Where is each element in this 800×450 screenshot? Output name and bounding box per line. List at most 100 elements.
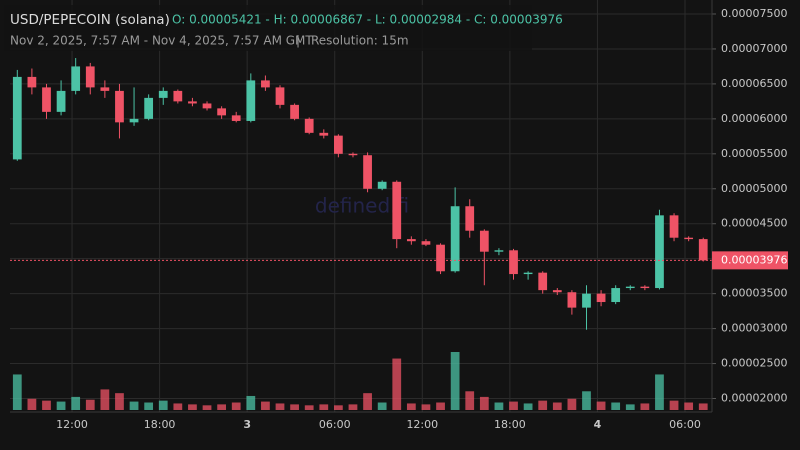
separator: | xyxy=(296,34,300,48)
candle-body xyxy=(377,181,387,189)
candle-body xyxy=(304,118,314,133)
volume-bar xyxy=(246,395,256,410)
volume-bar xyxy=(27,398,37,410)
candle-body xyxy=(173,90,183,102)
volume-bar xyxy=(261,401,270,410)
volume-bar xyxy=(567,398,577,410)
candle-body xyxy=(684,237,694,240)
volume-bar xyxy=(115,393,124,410)
volume-bar xyxy=(392,358,402,410)
volume-bar xyxy=(202,405,212,410)
candle-body xyxy=(158,90,168,98)
candle-body xyxy=(465,206,475,231)
volume-bar xyxy=(465,391,475,410)
volume-bar xyxy=(42,400,51,410)
volume-bar xyxy=(625,404,635,410)
candle-body xyxy=(611,288,621,303)
y-tick-label: 0.00002000 xyxy=(721,392,787,405)
y-tick-label: 0.00005000 xyxy=(721,182,787,195)
volume-bar xyxy=(655,374,664,410)
candle-body xyxy=(12,76,22,160)
candle-body xyxy=(436,244,445,272)
candle-body xyxy=(56,90,66,112)
candle-body xyxy=(363,155,372,189)
candle-body xyxy=(71,66,81,91)
volume-bar xyxy=(290,404,299,410)
volume-bar xyxy=(436,402,445,410)
candle-body xyxy=(275,87,285,105)
volume-bar xyxy=(100,389,110,410)
y-tick-label: 0.00005500 xyxy=(721,147,787,160)
volume-bar xyxy=(319,404,329,410)
x-tick-label: 12:00 xyxy=(56,418,88,431)
x-tick-label: 18:00 xyxy=(144,418,176,431)
volume-bar xyxy=(71,396,81,410)
candle-body xyxy=(290,104,299,119)
volume-bar xyxy=(158,400,168,410)
y-tick-label: 0.00004500 xyxy=(721,217,787,230)
candle-body xyxy=(261,80,270,88)
y-tick-label: 0.00006500 xyxy=(721,77,787,90)
volume-bar xyxy=(334,405,343,410)
last-price-box xyxy=(712,251,788,270)
candle-body xyxy=(246,80,256,121)
candle-body xyxy=(144,97,154,119)
y-tick-label: 0.00002500 xyxy=(721,357,787,370)
volume-bar xyxy=(188,404,197,410)
volume-bar xyxy=(231,402,241,410)
volume-bar xyxy=(582,391,591,410)
y-tick-label: 0.00007000 xyxy=(721,42,787,55)
y-tick-label: 0.00007500 xyxy=(721,7,787,20)
candle-body xyxy=(640,286,650,289)
volume-bar xyxy=(173,403,183,410)
candle-body xyxy=(698,239,708,261)
candle-body xyxy=(202,103,212,109)
volume-bar xyxy=(421,404,431,410)
candle-body xyxy=(392,181,402,240)
candle-body xyxy=(334,135,343,154)
candle-body xyxy=(669,215,679,238)
volume-bar xyxy=(144,402,154,410)
y-tick-label: 0.00003500 xyxy=(721,287,787,300)
y-tick-label: 0.00006000 xyxy=(721,112,787,125)
volume-bar xyxy=(509,401,518,410)
x-tick-label: 06:00 xyxy=(319,418,351,431)
candle-body xyxy=(115,90,124,123)
volume-bar xyxy=(304,405,314,410)
candle-body xyxy=(552,290,562,293)
x-tick-label: 06:00 xyxy=(669,418,701,431)
candle-body xyxy=(85,66,95,88)
volume-bar xyxy=(640,403,650,410)
candle-body xyxy=(494,250,504,252)
legend-bg xyxy=(4,5,532,51)
title: USD/PEPECOIN (solana) xyxy=(10,12,170,28)
x-tick-label: 4 xyxy=(594,418,602,431)
candle-body xyxy=(582,293,591,308)
volume-bar xyxy=(494,402,504,410)
x-tick-label: 3 xyxy=(243,418,251,431)
volume-bar xyxy=(85,399,95,410)
volume-bar xyxy=(669,400,679,410)
volume-bar xyxy=(217,404,226,410)
x-tick-label: 12:00 xyxy=(406,418,438,431)
candle-body xyxy=(596,293,606,303)
candle-body xyxy=(42,87,51,112)
volume-bar xyxy=(479,396,489,410)
volume-bar xyxy=(348,404,358,410)
candle-body xyxy=(450,206,460,272)
volume-bar xyxy=(698,403,708,410)
volume-bar xyxy=(275,403,285,410)
volume-bar xyxy=(406,403,416,410)
candle-body xyxy=(421,241,431,245)
volume-bar xyxy=(377,402,387,410)
volume-bar xyxy=(523,403,533,410)
candle-body xyxy=(27,76,37,88)
y-tick-label: 0.00003000 xyxy=(721,322,787,335)
candle-body xyxy=(655,215,664,289)
volume-bar xyxy=(12,374,22,410)
candle-body xyxy=(538,272,548,291)
candle-body xyxy=(129,118,139,123)
axes: 0.00002000 0.00002500 0.00003000 0.00003500… xyxy=(10,0,788,431)
